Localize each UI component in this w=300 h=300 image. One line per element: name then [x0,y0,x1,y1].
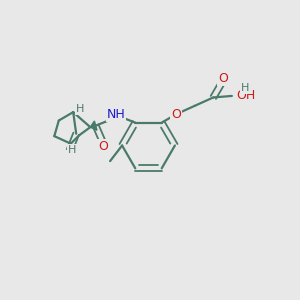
Text: O: O [218,72,228,85]
Polygon shape [90,121,97,130]
Text: H: H [241,83,249,93]
Text: O: O [171,108,181,121]
Text: H: H [76,104,85,114]
Text: OH: OH [236,89,255,102]
Text: H: H [68,145,76,155]
Text: O: O [98,140,108,153]
Text: NH: NH [107,108,125,121]
